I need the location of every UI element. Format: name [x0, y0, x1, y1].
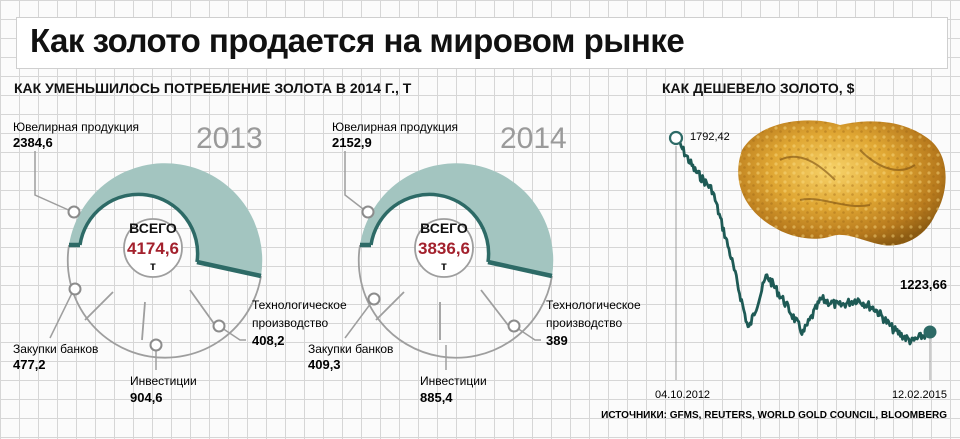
price-title: КАК ДЕШЕВЕЛО ЗОЛОТО, $: [662, 80, 855, 96]
donut-2014-jewelry-label: Ювелирная продукция: [332, 120, 458, 134]
end-date-label: 12.02.2015: [892, 389, 947, 401]
donut-2013-callout-tech-line: [218, 325, 246, 341]
donut-2014-jewelry-value: 2152,9: [332, 135, 372, 150]
donut-2013-spoke-invest: [141, 301, 146, 341]
donut-2014-unit: т: [441, 259, 447, 273]
donut-2013-callout-jewelry-marker: [67, 205, 81, 219]
donut-2014-callout-banks-marker: [367, 292, 381, 306]
donut-2013-total-value: 4174,6: [127, 239, 179, 258]
donut-2014-inner-circle: [414, 218, 474, 278]
donut-2014-callout-tech-line: [513, 325, 541, 341]
donut-2014-banks-value: 409,3: [308, 357, 341, 372]
donut-2014-spoke-banks: [375, 291, 405, 321]
donut-2013-jewelry-label: Ювелирная продукция: [13, 120, 139, 134]
donut-2013-banks-value: 477,2: [13, 357, 46, 372]
end-price-marker: [923, 325, 937, 339]
donut-2013-divider-line: [69, 242, 262, 279]
end-price-label: 1223,66: [900, 277, 947, 292]
donut-2014-callout-banks-line: [344, 298, 375, 339]
donut-2013-banks-label: Закупки банков: [13, 342, 98, 356]
donut-2014-total-label: ВСЕГО: [420, 220, 468, 236]
donut-2014-invest-value: 885,4: [420, 390, 453, 405]
donut-2014-spoke-tech: [480, 289, 509, 326]
page-title: Как золото продается на мировом рынке: [30, 22, 685, 59]
donut-2013-callout-invest-marker: [149, 338, 163, 352]
donut-2013-invest-label: Инвестиции: [130, 374, 197, 388]
donut-2014-banks-label: Закупки банков: [308, 342, 393, 356]
donut-2013-total-label: ВСЕГО: [129, 220, 177, 236]
donut-2014-year-label: 2014: [500, 122, 567, 155]
donut-2014-outer-ring: [357, 244, 553, 359]
donut-2014-total-value: 3836,6: [418, 239, 470, 258]
start-price-marker: [668, 130, 684, 146]
donut-2013-callout-tech-marker: [212, 319, 226, 333]
donut-2013-tech-value: 408,2: [252, 333, 285, 348]
donut-2013-callout-jewelry-line: [34, 151, 74, 213]
start-price-label: 1792,42: [690, 131, 730, 143]
start-date-label: 04.10.2012: [655, 389, 710, 401]
donut-2014-callout-tech-marker: [507, 319, 521, 333]
gold-nugget-image: [738, 120, 946, 246]
price-line-chart: 1792,42 1223,66 04.10.2012 12.02.2015 ИС…: [601, 130, 947, 421]
donut-2013-inner-circle: [123, 218, 183, 278]
donut-2013-spoke-tech: [189, 289, 216, 326]
donut-2013-inner-dark-arc: [78, 192, 200, 263]
donut-2013-spoke-banks: [84, 291, 114, 321]
donut-2013-invest-value: 904,6: [130, 390, 163, 405]
source-note: ИСТОЧНИКИ: GFMS, REUTERS, WORLD GOLD COU…: [601, 410, 947, 421]
donut-2014: 2014 ВСЕГО 3836,6 т Ювелирная продукция …: [308, 120, 641, 405]
donut-2013-unit: т: [150, 259, 156, 273]
donut-2014-callout-jewelry-line: [344, 151, 368, 213]
donut-2013: 2013 ВСЕГО 4174,6 т Ювелирная продукция …: [13, 120, 347, 405]
donut-2013-callout-banks-marker: [68, 282, 82, 296]
consumption-title: КАК УМЕНЬШИЛОСЬ ПОТРЕБЛЕНИЕ ЗОЛОТА В 201…: [14, 80, 412, 96]
donut-2013-tech-label-1: Технологическое: [252, 298, 347, 312]
donut-2014-divider-line: [360, 242, 553, 279]
donut-2013-year-label: 2013: [196, 122, 263, 155]
title-box: Как золото продается на мировом рынке: [16, 17, 948, 69]
donut-2014-jewelry-segment: [360, 163, 554, 276]
donut-2014-callout-jewelry-marker: [361, 205, 375, 219]
donut-2013-jewelry-segment: [69, 163, 263, 276]
price-series-line: [674, 137, 931, 346]
donut-2013-tech-label-2: производство: [252, 316, 328, 330]
donut-2014-tech-label-2: производство: [546, 316, 622, 330]
donut-2014-inner-dark-arc: [369, 192, 491, 263]
donut-2014-invest-label: Инвестиции: [420, 374, 487, 388]
donut-2013-jewelry-value: 2384,6: [13, 135, 53, 150]
donut-2014-tech-value: 389: [546, 333, 568, 348]
donut-2013-callout-banks-line: [49, 288, 75, 339]
donut-2014-tech-label-1: Технологическое: [546, 298, 641, 312]
